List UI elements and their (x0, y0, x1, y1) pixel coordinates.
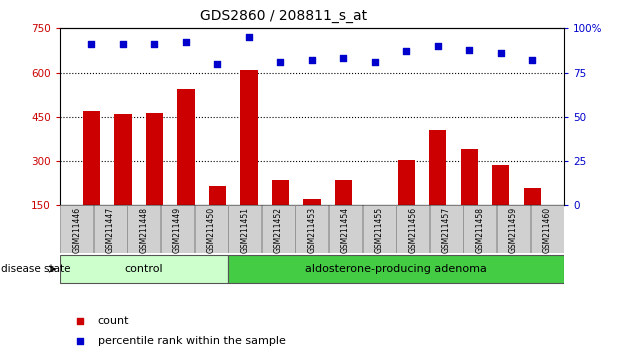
Point (75, 338, 85, 344)
Point (149, 41, 159, 47)
Point (338, 56, 348, 61)
Bar (146, 113, 163, 205)
Text: GSM211456: GSM211456 (408, 207, 417, 253)
FancyBboxPatch shape (60, 205, 93, 253)
Bar (492, 166, 510, 205)
Text: GSM211447: GSM211447 (106, 207, 115, 253)
Point (370, 59, 380, 65)
FancyBboxPatch shape (161, 205, 194, 253)
Text: disease state: disease state (1, 264, 71, 274)
FancyBboxPatch shape (497, 205, 530, 253)
Text: GSM211453: GSM211453 (307, 207, 316, 253)
Bar (429, 130, 447, 205)
Bar (398, 160, 415, 205)
FancyBboxPatch shape (464, 205, 496, 253)
FancyBboxPatch shape (329, 205, 362, 253)
FancyBboxPatch shape (127, 205, 160, 253)
Point (275, 59, 285, 65)
Bar (366, 205, 384, 206)
Text: percentile rank within the sample: percentile rank within the sample (98, 336, 285, 346)
Bar (209, 186, 226, 205)
FancyBboxPatch shape (396, 205, 429, 253)
Bar (335, 180, 352, 205)
Text: GSM211459: GSM211459 (509, 207, 518, 253)
Point (527, 57, 537, 63)
Bar (114, 114, 132, 205)
Text: aldosterone-producing adenoma: aldosterone-producing adenoma (305, 264, 487, 274)
Point (464, 47, 474, 52)
Point (86, 41, 96, 47)
FancyBboxPatch shape (228, 255, 564, 283)
Bar (461, 149, 478, 205)
Text: GSM211452: GSM211452 (274, 207, 283, 253)
Point (496, 50, 506, 56)
FancyBboxPatch shape (262, 205, 295, 253)
FancyBboxPatch shape (295, 205, 328, 253)
Point (118, 41, 128, 47)
FancyBboxPatch shape (530, 205, 563, 253)
Text: GSM211460: GSM211460 (542, 207, 551, 253)
Bar (524, 188, 541, 205)
Point (244, 34, 254, 40)
FancyBboxPatch shape (430, 205, 462, 253)
Text: GDS2860 / 208811_s_at: GDS2860 / 208811_s_at (200, 9, 367, 23)
Text: GSM211454: GSM211454 (341, 207, 350, 253)
Bar (272, 180, 289, 205)
Bar (83, 111, 100, 205)
Text: GSM211449: GSM211449 (173, 207, 182, 253)
FancyBboxPatch shape (60, 255, 228, 283)
Bar (177, 89, 195, 205)
FancyBboxPatch shape (228, 205, 261, 253)
Point (307, 57, 317, 63)
Point (181, 40, 191, 45)
FancyBboxPatch shape (94, 205, 127, 253)
Point (212, 61, 222, 67)
Text: control: control (125, 264, 163, 274)
Point (433, 43, 443, 49)
Text: GSM211458: GSM211458 (476, 207, 484, 253)
Text: GSM211450: GSM211450 (207, 207, 215, 253)
FancyBboxPatch shape (195, 205, 227, 253)
Bar (240, 70, 258, 205)
Point (75, 318, 85, 324)
Text: GSM211455: GSM211455 (375, 207, 384, 253)
Text: GSM211446: GSM211446 (72, 207, 81, 253)
FancyBboxPatch shape (363, 205, 396, 253)
Bar (303, 199, 321, 205)
Text: GSM211451: GSM211451 (240, 207, 249, 253)
Text: GSM211457: GSM211457 (442, 207, 450, 253)
Text: GSM211448: GSM211448 (139, 207, 148, 253)
Point (401, 48, 411, 54)
Text: count: count (98, 315, 129, 326)
